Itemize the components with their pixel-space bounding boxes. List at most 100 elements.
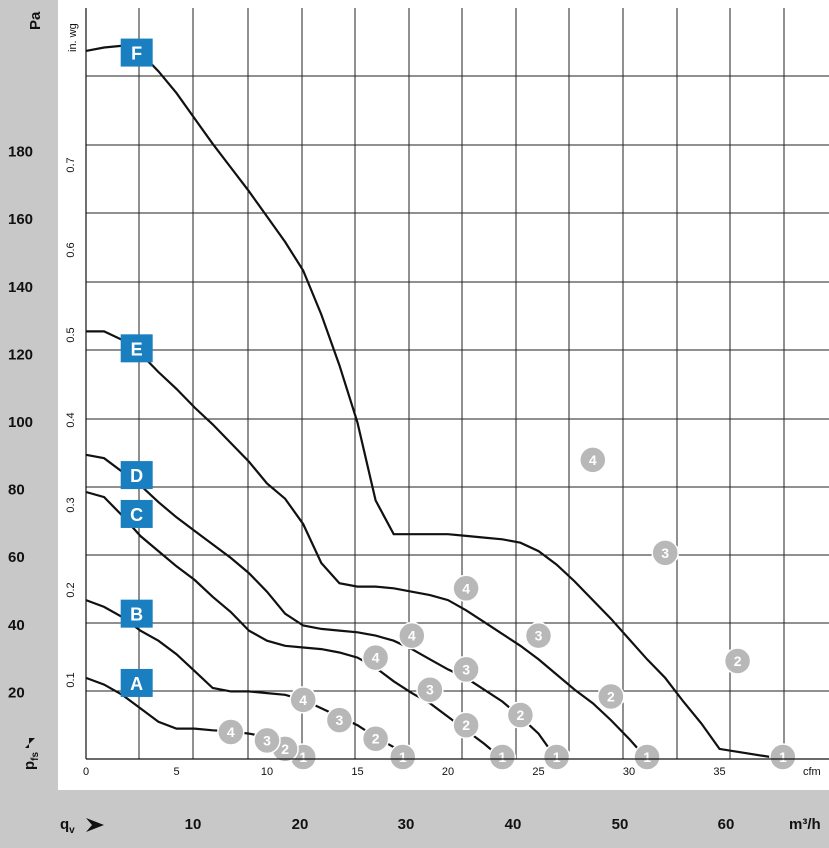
cfm-tick-label: 5 — [173, 766, 179, 778]
operating-point-label: 3 — [336, 712, 344, 728]
series-label-A: A — [120, 668, 153, 697]
operating-point-label: 3 — [263, 732, 271, 748]
m3h-unit-label: m³/h — [789, 816, 821, 833]
series-label-C: C — [120, 499, 153, 528]
operating-point-circle — [452, 655, 480, 684]
operating-point-4: 4 — [398, 621, 426, 650]
operating-point-label: 3 — [535, 628, 543, 644]
cfm-tick-label: 30 — [623, 766, 635, 778]
qv-symbol-main: q — [60, 816, 69, 833]
cfm-tick-label: 0 — [83, 766, 89, 778]
series-label-D: D — [120, 461, 153, 490]
cfm-tick-label: 15 — [351, 766, 363, 778]
operating-point-1: 1 — [389, 743, 417, 771]
operating-point-circle — [506, 701, 535, 729]
qv-symbol-sub: v — [69, 825, 75, 836]
series-label-box — [120, 499, 153, 528]
operating-point-2: 2 — [452, 711, 480, 739]
m3h-tick-label: 20 — [292, 816, 309, 833]
operating-point-circle — [597, 682, 625, 711]
cfm-tick-label: 35 — [713, 766, 725, 778]
series-labels: A B CD E F — [120, 38, 153, 697]
pa-unit-label: Pa — [27, 11, 44, 30]
pa-tick-label: 160 — [8, 211, 33, 228]
series-label-text: F — [131, 44, 142, 64]
operating-point-1: 1 — [488, 743, 517, 771]
operating-point-label: 3 — [462, 661, 470, 677]
operating-point-circle — [524, 621, 553, 650]
operating-point-4: 4 — [579, 446, 607, 474]
operating-point-circle — [416, 675, 444, 704]
operating-point-3: 3 — [416, 675, 444, 704]
operating-point-circle — [633, 743, 661, 771]
pa-tick-label: 20 — [8, 684, 25, 701]
operating-point-circle — [723, 647, 752, 675]
operating-point-label: 2 — [517, 707, 525, 723]
pa-tick-label: 180 — [8, 144, 33, 161]
series-label-text: D — [130, 466, 143, 486]
operating-point-label: 3 — [661, 545, 669, 561]
operating-point-circle — [253, 726, 281, 755]
operating-point-label: 2 — [462, 717, 470, 733]
operating-point-label: 4 — [589, 452, 597, 468]
operating-point-3: 3 — [452, 655, 480, 684]
operating-point-label: 2 — [607, 688, 615, 704]
operating-point-circle — [398, 621, 426, 650]
qv-arrow-icon — [86, 818, 104, 832]
operating-point-circle — [452, 711, 480, 739]
series-label-box — [120, 599, 153, 628]
operating-point-label: 1 — [553, 749, 561, 765]
operating-point-1: 1 — [633, 743, 661, 771]
operating-point-circle — [361, 724, 390, 753]
inwg-tick-label: 0.2 — [65, 582, 77, 597]
m3h-tick-label: 10 — [185, 816, 202, 833]
pfs-arrow-icon — [25, 738, 35, 748]
pfs-symbol-main: p — [21, 761, 38, 770]
curve-B — [85, 599, 409, 760]
operating-point-circle — [651, 539, 679, 567]
series-label-text: B — [130, 605, 143, 625]
operating-point-3: 3 — [253, 726, 281, 755]
operating-point-label: 2 — [734, 653, 742, 669]
series-label-F: F — [120, 38, 153, 67]
series-label-E: E — [120, 334, 153, 363]
operating-point-1: 1 — [769, 743, 797, 771]
inwg-tick-label: 0.7 — [65, 157, 77, 172]
operating-point-circle — [452, 574, 480, 603]
operating-point-circle — [289, 686, 317, 714]
pa-tick-label: 40 — [8, 617, 25, 634]
operating-point-label: 1 — [643, 749, 651, 765]
m3h-tick-label: 30 — [398, 816, 415, 833]
tick-labels: 204060801001201401601800.10.20.30.40.50.… — [8, 144, 734, 833]
operating-point-label: 4 — [299, 692, 307, 708]
operating-point-circle — [542, 743, 571, 771]
pfs-symbol: pfs — [21, 751, 41, 770]
operating-point-label: 3 — [426, 682, 434, 698]
series-label-box — [120, 334, 153, 363]
operating-point-label: 1 — [498, 749, 506, 765]
cfm-tick-label: 25 — [532, 766, 544, 778]
operating-point-4: 4 — [217, 718, 245, 746]
series-label-box — [120, 38, 153, 67]
operating-point-4: 4 — [361, 643, 390, 672]
operating-point-label: 1 — [299, 749, 307, 765]
pa-tick-label: 140 — [8, 279, 33, 296]
inwg-unit-label: in. wg — [67, 23, 79, 52]
curve-F — [85, 44, 784, 761]
operating-point-circle — [579, 446, 607, 474]
cfm-unit-label: cfm — [803, 766, 821, 778]
series-label-text: C — [130, 505, 143, 525]
inwg-tick-label: 0.3 — [65, 497, 77, 512]
operating-point-label: 2 — [281, 741, 289, 757]
operating-point-circle — [389, 743, 417, 771]
operating-point-label: 1 — [779, 749, 787, 765]
cfm-tick-label: 10 — [261, 766, 273, 778]
curves — [85, 44, 784, 761]
operating-point-3: 3 — [325, 706, 354, 734]
inwg-tick-label: 0.6 — [65, 242, 77, 257]
operating-point-label: 4 — [408, 628, 416, 644]
operating-point-circle — [488, 743, 517, 771]
operating-point-circle — [325, 706, 354, 734]
